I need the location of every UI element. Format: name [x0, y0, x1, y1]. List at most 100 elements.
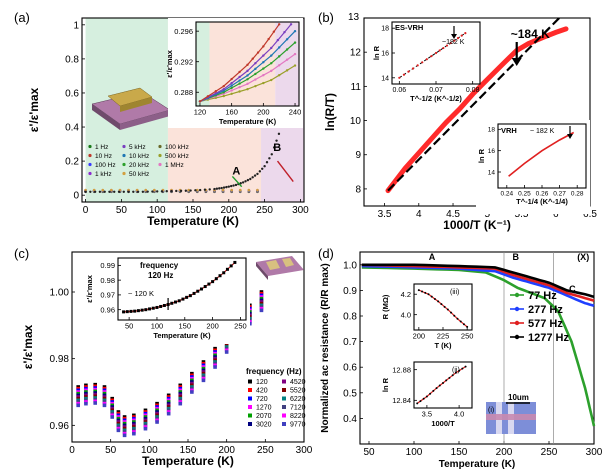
x-axis-label: Temperature (K) [153, 331, 211, 340]
series-point [194, 189, 197, 192]
inset-fit-line [399, 32, 466, 79]
series-marker [213, 365, 217, 369]
x-tick-label: 6 [553, 209, 559, 220]
fit-line [387, 18, 560, 192]
inset-series-point [238, 75, 241, 79]
x-axis-label: Temperature (K) [219, 117, 277, 126]
series-point [239, 182, 242, 185]
inset-data-line [508, 131, 575, 177]
legend-title: frequency (Hz) [246, 367, 302, 376]
inset-point [419, 400, 422, 403]
inset-point [416, 402, 419, 405]
inset-marker [177, 299, 181, 303]
inset-background [384, 282, 476, 354]
device-illustration [91, 87, 171, 130]
inset-annotation: ~182 K [442, 39, 465, 46]
legend-marker [248, 405, 252, 409]
inset-title: VRH [501, 126, 517, 135]
series-point [117, 190, 121, 193]
x-tick-label: 160 [225, 108, 238, 117]
legend-label: 8220 [290, 413, 306, 420]
legend-label: 277 Hz [528, 304, 563, 316]
inset-point [432, 389, 435, 392]
legend-label: 4520 [290, 379, 306, 386]
series-point [225, 185, 228, 189]
x-tick-label: 6.5 [583, 209, 597, 220]
inset-marker [136, 309, 140, 313]
region-label: A [429, 252, 436, 262]
y-tick-label: 12.84 [392, 396, 411, 405]
inset-arrowhead [451, 34, 457, 39]
substrate-side [120, 110, 170, 130]
y-tick-label: 0.6 [343, 363, 357, 374]
inset-point [433, 297, 436, 300]
panel-c: 0 50 100 150 200 250 300 0.96 0.98 1.00 Temperatur… [14, 246, 313, 468]
series-point [132, 190, 135, 193]
series-point [146, 190, 149, 193]
x-axis-label: Temperature (K) [439, 459, 516, 470]
series-point [110, 188, 113, 192]
series-point [101, 188, 105, 192]
annotation-arrow [276, 160, 294, 182]
x-axis-label: T (K) [434, 341, 452, 350]
inset-marker [155, 305, 159, 309]
inset-point [456, 37, 460, 40]
x-tick-label: 3.5 [378, 209, 392, 220]
inset-point [425, 58, 428, 61]
inset-point [421, 61, 424, 64]
y-tick-label: 0.98 [100, 276, 115, 285]
y-axis-label: ln R [381, 377, 390, 392]
x-axis-label: T^-1/4 (K^-1/4) [516, 197, 568, 206]
inset-series-point [238, 82, 241, 85]
y-tick-label: 0.8 [343, 312, 357, 323]
series-point [229, 184, 233, 188]
series-point [195, 188, 199, 192]
y-tick-label: 11 [351, 82, 362, 93]
y-tick-label: 16 [488, 148, 496, 155]
inset-series-point [230, 92, 233, 95]
x-tick-label: 250 [234, 322, 247, 331]
y-tick-label: 10 [350, 116, 362, 127]
series-point [151, 190, 154, 193]
y-tick-label: 18 [488, 127, 496, 134]
inset-tag: (iii) [450, 289, 459, 296]
legend-marker [282, 413, 286, 418]
plot-frame [117, 257, 247, 321]
inset-series-point [262, 67, 265, 70]
x-tick-label: 225 [437, 332, 450, 341]
inset-subtitle: 120 Hz [148, 271, 173, 280]
y-tick-label: 0.9 [343, 286, 357, 297]
inset-series-point [270, 54, 273, 57]
series-point [246, 178, 250, 182]
y-axis-label: R (MΩ) [381, 294, 390, 319]
inset-point [442, 381, 444, 384]
panel-d: 50 100 150 200 250 300 0.4 0.5 0.6 0.7 0.8 0.9 1.0 Te… [318, 246, 603, 470]
inset-point [429, 392, 432, 395]
inset-point [446, 308, 449, 311]
inset-point [425, 395, 428, 398]
legend-marker [88, 153, 92, 158]
inset-point [460, 34, 463, 37]
legend-label: 420 [256, 388, 268, 395]
series-marker [102, 403, 107, 408]
series-point [256, 188, 259, 192]
inset-point [449, 41, 452, 45]
y-tick-label: 12 [350, 48, 362, 59]
series-point [261, 167, 264, 170]
series-point [136, 190, 140, 193]
inset-series-point [293, 64, 297, 67]
legend-marker [122, 171, 126, 176]
inset-background [384, 360, 476, 434]
inset-point [435, 387, 438, 390]
inset-point [416, 64, 419, 67]
inset-series-point [246, 88, 249, 91]
x-tick-label: 5 [484, 209, 490, 220]
legend-marker [122, 162, 126, 167]
series-point [153, 188, 156, 192]
inset-series-point [277, 55, 281, 58]
x-tick-label: 250 [541, 447, 558, 458]
series-point [270, 153, 273, 156]
x-tick-label: 100 [151, 322, 164, 331]
legend-marker [88, 171, 92, 176]
series-point [93, 190, 97, 193]
